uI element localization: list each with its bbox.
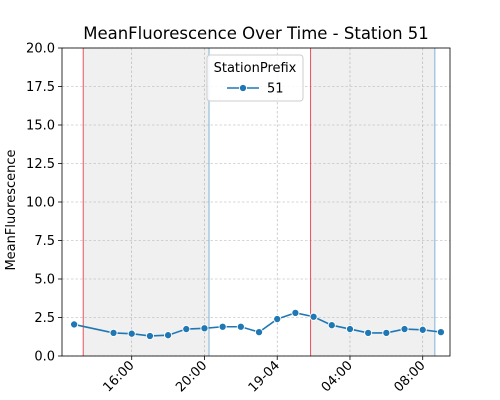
data-point xyxy=(145,331,154,341)
series-layer xyxy=(70,308,445,341)
legend-marker xyxy=(238,83,248,93)
y-tick-label: 7.5 xyxy=(34,234,55,249)
x-tick-label: 16:00 xyxy=(100,358,137,395)
legend-title: StationPrefix xyxy=(214,61,297,76)
y-axis: 0.0 2.5 5.0 7.5 10.0 12.5 15.0 17.5 20.0 xyxy=(26,42,62,365)
data-point xyxy=(254,328,264,337)
legend: StationPrefix 51 xyxy=(206,54,304,102)
data-point xyxy=(345,324,355,334)
data-point xyxy=(382,328,391,337)
y-axis-title: MeanFluorescence xyxy=(4,149,19,270)
data-point xyxy=(364,328,373,337)
data-point xyxy=(291,308,300,317)
y-tick-label: 10.0 xyxy=(26,196,55,211)
data-point xyxy=(418,325,427,334)
x-tick-label: 20:00 xyxy=(173,358,210,395)
data-point xyxy=(164,331,173,340)
y-tick-label: 17.5 xyxy=(26,80,55,95)
data-point xyxy=(218,322,227,331)
data-point xyxy=(309,312,318,321)
x-tick-label: 04:00 xyxy=(319,358,356,395)
x-axis: 16:00 20:00 19-04 04:00 08:00 xyxy=(100,356,429,396)
data-point xyxy=(182,324,191,334)
data-point xyxy=(127,329,136,338)
data-point xyxy=(109,328,118,337)
y-tick-label: 15.0 xyxy=(26,119,55,134)
x-tick-label: 19-04 xyxy=(246,358,283,395)
y-tick-label: 20.0 xyxy=(26,42,55,57)
y-tick-label: 5.0 xyxy=(34,273,55,288)
y-tick-label: 12.5 xyxy=(26,157,55,172)
data-point xyxy=(400,324,409,334)
data-point xyxy=(436,328,445,337)
x-tick-label: 08:00 xyxy=(391,358,428,395)
data-point xyxy=(236,322,245,331)
legend-box xyxy=(206,54,304,102)
y-tick-label: 2.5 xyxy=(34,311,55,326)
y-tick-label: 0.0 xyxy=(34,350,55,365)
chart-title: MeanFluorescence Over Time - Station 51 xyxy=(83,24,429,43)
data-point xyxy=(70,320,79,329)
data-point xyxy=(327,321,336,330)
legend-entry-label: 51 xyxy=(267,82,284,97)
data-point xyxy=(273,314,282,324)
data-point xyxy=(200,324,209,333)
